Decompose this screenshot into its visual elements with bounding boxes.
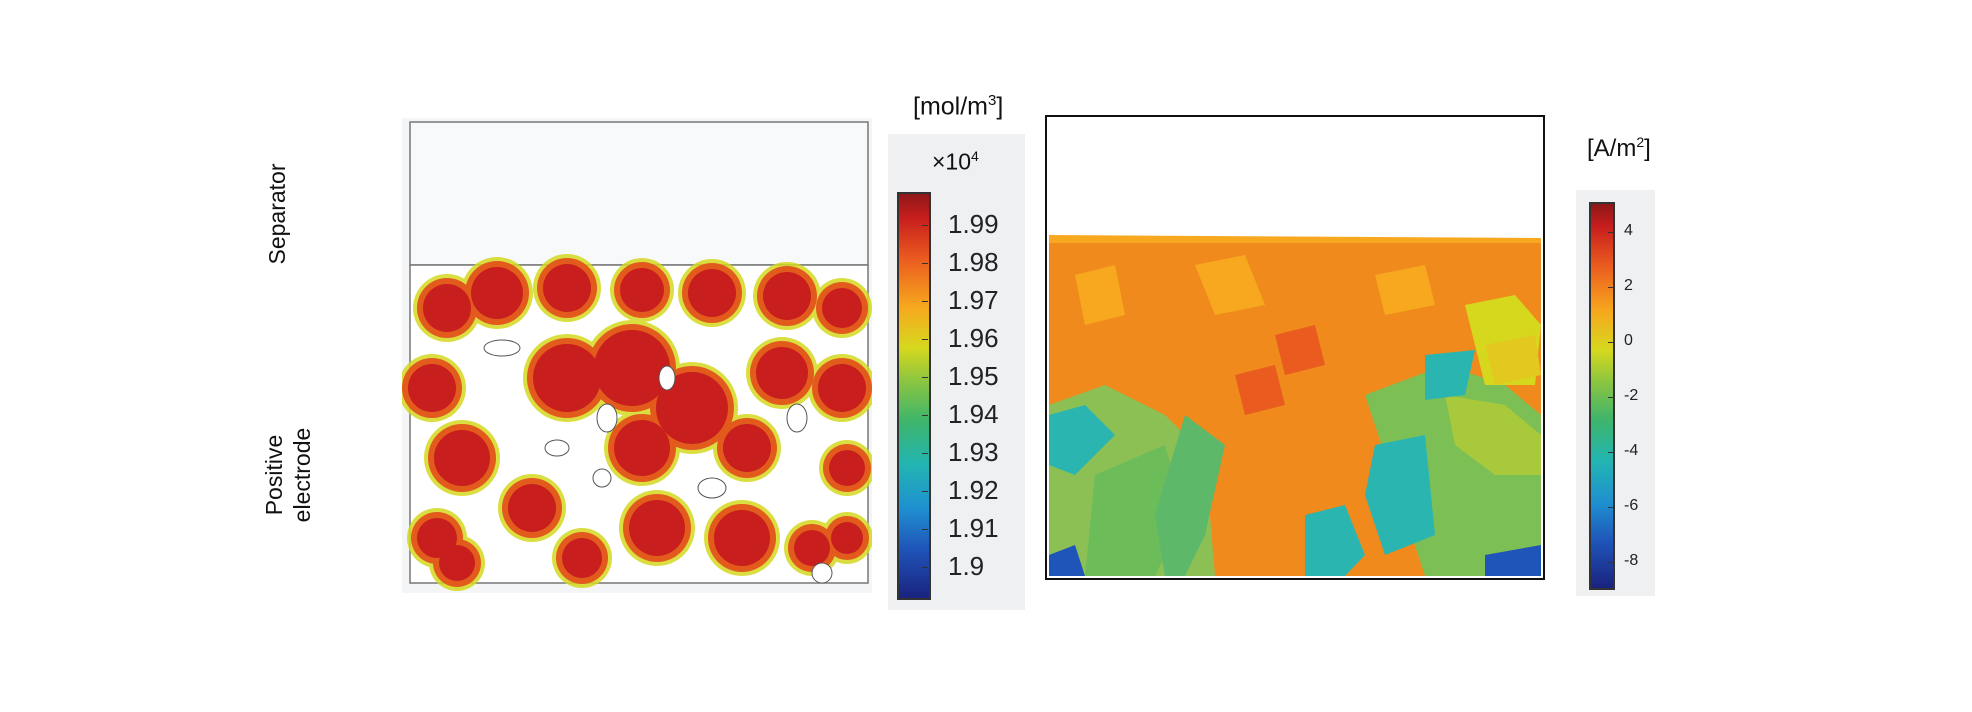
current_bar-tick-mark — [1608, 342, 1613, 343]
current-unit-sup: 2 — [1636, 134, 1645, 150]
concentration-multiplier: ×104 — [932, 148, 979, 176]
current_bar-tick-label: 4 — [1624, 222, 1633, 240]
concentration_bar-tick-label: 1.98 — [948, 246, 999, 277]
multiplier-exp: 4 — [971, 148, 979, 164]
concentration_bar-tick-mark — [922, 567, 928, 568]
concentration_bar-tick-mark — [922, 453, 928, 454]
concentration-map — [402, 118, 872, 593]
concentration_bar-tick-mark — [922, 339, 928, 340]
concentration_bar-tick-label: 1.9 — [948, 550, 985, 581]
current_bar-tick-label: -2 — [1624, 387, 1639, 405]
current-unit-close: ] — [1644, 135, 1651, 162]
current_bar-tick-mark — [1608, 232, 1613, 233]
concentration_bar-tick-label: 1.99 — [948, 208, 999, 239]
current_bar-tick-mark — [1608, 397, 1613, 398]
concentration-unit-sup: 3 — [988, 92, 997, 109]
multiplier-base: ×10 — [932, 148, 972, 175]
current-unit-base: [A/m — [1587, 135, 1637, 162]
concentration_bar-tick-mark — [922, 529, 928, 530]
concentration_bar-tick-label: 1.97 — [948, 284, 999, 315]
particle-blobs — [402, 254, 872, 591]
positive-label-line1: Positive — [261, 434, 287, 516]
positive-label-line2: electrode — [289, 427, 315, 523]
current_bar-tick-mark — [1608, 562, 1613, 563]
separator-label: Separator — [264, 163, 290, 265]
current-density-field — [1049, 235, 1541, 576]
current-unit: [A/m2] — [1587, 134, 1651, 163]
concentration-unit: [mol/m3] — [913, 92, 1003, 121]
current_bar-tick-label: 2 — [1624, 277, 1633, 295]
concentration-colorbar — [897, 192, 931, 600]
concentration_bar-tick-mark — [922, 225, 928, 226]
concentration_bar-tick-label: 1.95 — [948, 360, 999, 391]
concentration_bar-tick-label: 1.93 — [948, 436, 999, 467]
current_bar-tick-label: -4 — [1624, 442, 1639, 460]
concentration_bar-tick-label: 1.96 — [948, 322, 999, 353]
current_bar-tick-mark — [1608, 452, 1613, 453]
concentration_bar-tick-mark — [922, 415, 928, 416]
current_bar-tick-label: -6 — [1624, 497, 1639, 515]
current_bar-tick-label: -8 — [1624, 552, 1639, 570]
current-density-map — [1045, 115, 1545, 580]
concentration_bar-tick-mark — [922, 263, 928, 264]
concentration_bar-tick-mark — [922, 377, 928, 378]
positive-electrode-label: Positive electrode — [260, 385, 320, 565]
current_bar-tick-label: 0 — [1624, 332, 1633, 350]
concentration_bar-tick-mark — [922, 301, 928, 302]
current_bar-tick-mark — [1608, 287, 1613, 288]
concentration-unit-close: ] — [996, 92, 1004, 121]
current-colorbar-panel — [1576, 190, 1655, 596]
concentration_bar-tick-mark — [922, 491, 928, 492]
current-colorbar — [1589, 202, 1615, 590]
concentration_bar-tick-label: 1.92 — [948, 474, 999, 505]
concentration-unit-base: [mol/m — [913, 92, 988, 121]
concentration_bar-tick-label: 1.94 — [948, 398, 999, 429]
separator-region — [409, 121, 869, 266]
concentration_bar-tick-label: 1.91 — [948, 512, 999, 543]
current_bar-tick-mark — [1608, 507, 1613, 508]
